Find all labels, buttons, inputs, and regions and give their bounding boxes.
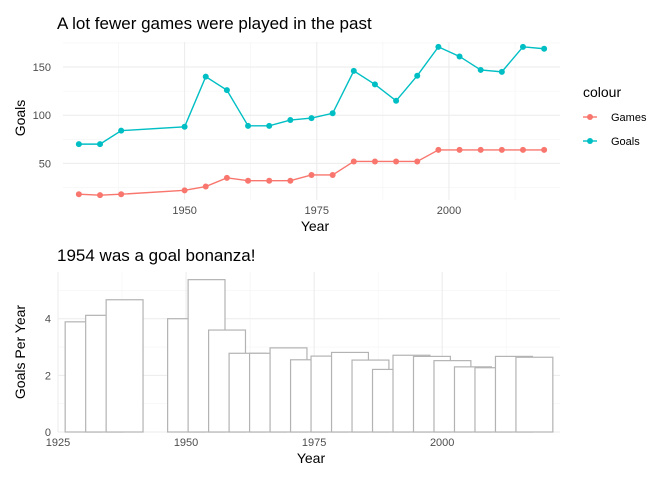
x-tick-label: 1925 (46, 437, 70, 449)
bottom-x-tick-labels: 1925 1950 1975 2000 (46, 437, 455, 449)
point-goals (287, 117, 294, 124)
bottom-y-axis-title: Goals Per Year (12, 305, 28, 400)
point-goals (308, 115, 315, 122)
y-tick-label: 0 (45, 427, 51, 439)
legend-key-point (587, 114, 593, 120)
point-games (308, 171, 315, 178)
point-games (371, 158, 378, 165)
point-goals (202, 73, 209, 80)
point-goals (329, 110, 336, 117)
point-games (287, 177, 294, 184)
x-tick-label: 2000 (430, 437, 454, 449)
point-goals (414, 72, 421, 79)
bar (105, 299, 144, 433)
point-games (414, 158, 421, 165)
bar (515, 356, 554, 433)
legend-title: colour (583, 84, 621, 100)
legend-label: Goals (611, 136, 640, 148)
y-tick-label: 150 (33, 62, 51, 74)
point-games (435, 146, 442, 153)
point-games (202, 183, 209, 190)
top-chart-title: A lot fewer games were played in the pas… (57, 14, 372, 33)
point-goals (223, 87, 230, 94)
point-goals (371, 81, 378, 88)
point-games (97, 192, 104, 199)
x-tick-label: 1950 (172, 205, 196, 217)
point-games (477, 146, 484, 153)
point-goals (266, 122, 273, 129)
x-tick-label: 1975 (302, 437, 326, 449)
legend-items: Games Goals (583, 112, 647, 148)
y-tick-label: 50 (39, 158, 51, 170)
point-goals (118, 127, 125, 134)
point-goals (393, 97, 400, 104)
point-games (350, 158, 357, 165)
point-games (329, 171, 336, 178)
point-games (181, 187, 188, 194)
bottom-bars (64, 279, 554, 433)
y-tick-label: 100 (33, 110, 51, 122)
point-games (266, 177, 273, 184)
legend-key-point (587, 138, 593, 144)
point-goals (541, 45, 548, 52)
y-tick-label: 4 (45, 314, 51, 326)
series-line-goals (78, 45, 545, 145)
top-y-axis-title: Goals (12, 100, 28, 137)
point-games (456, 146, 463, 153)
top-panel: 50 100 150 1950 1975 2000 A lot fewer games … (12, 14, 560, 234)
point-games (519, 146, 526, 153)
point-games (118, 191, 125, 198)
point-games (498, 146, 505, 153)
point-goals (456, 53, 463, 60)
legend: colour Games Goals (583, 84, 647, 148)
point-games (245, 177, 252, 184)
bottom-panel: 0 2 4 1925 1950 1975 2000 1954 was a goal bon… (12, 246, 560, 466)
x-tick-label: 1950 (174, 437, 198, 449)
point-games (541, 146, 548, 153)
point-games (223, 174, 230, 181)
point-games (393, 158, 400, 165)
legend-label: Games (611, 112, 647, 124)
top-x-axis-title: Year (301, 218, 330, 234)
point-goals (519, 43, 526, 50)
point-goals (181, 123, 188, 130)
bottom-chart-title: 1954 was a goal bonanza! (57, 246, 256, 265)
point-goals (75, 141, 82, 148)
top-y-tick-labels: 50 100 150 (33, 62, 51, 170)
top-series (75, 43, 548, 199)
point-goals (435, 43, 442, 50)
point-goals (245, 122, 252, 129)
bottom-y-tick-labels: 0 2 4 (45, 314, 51, 439)
point-games (75, 191, 82, 198)
point-goals (350, 67, 357, 74)
point-goals (477, 66, 484, 73)
bottom-x-axis-title: Year (297, 450, 326, 466)
point-goals (498, 68, 505, 75)
y-tick-label: 2 (45, 370, 51, 382)
top-x-tick-labels: 1950 1975 2000 (172, 205, 461, 217)
point-goals (97, 141, 104, 148)
x-tick-label: 1975 (305, 205, 329, 217)
x-tick-label: 2000 (437, 205, 461, 217)
